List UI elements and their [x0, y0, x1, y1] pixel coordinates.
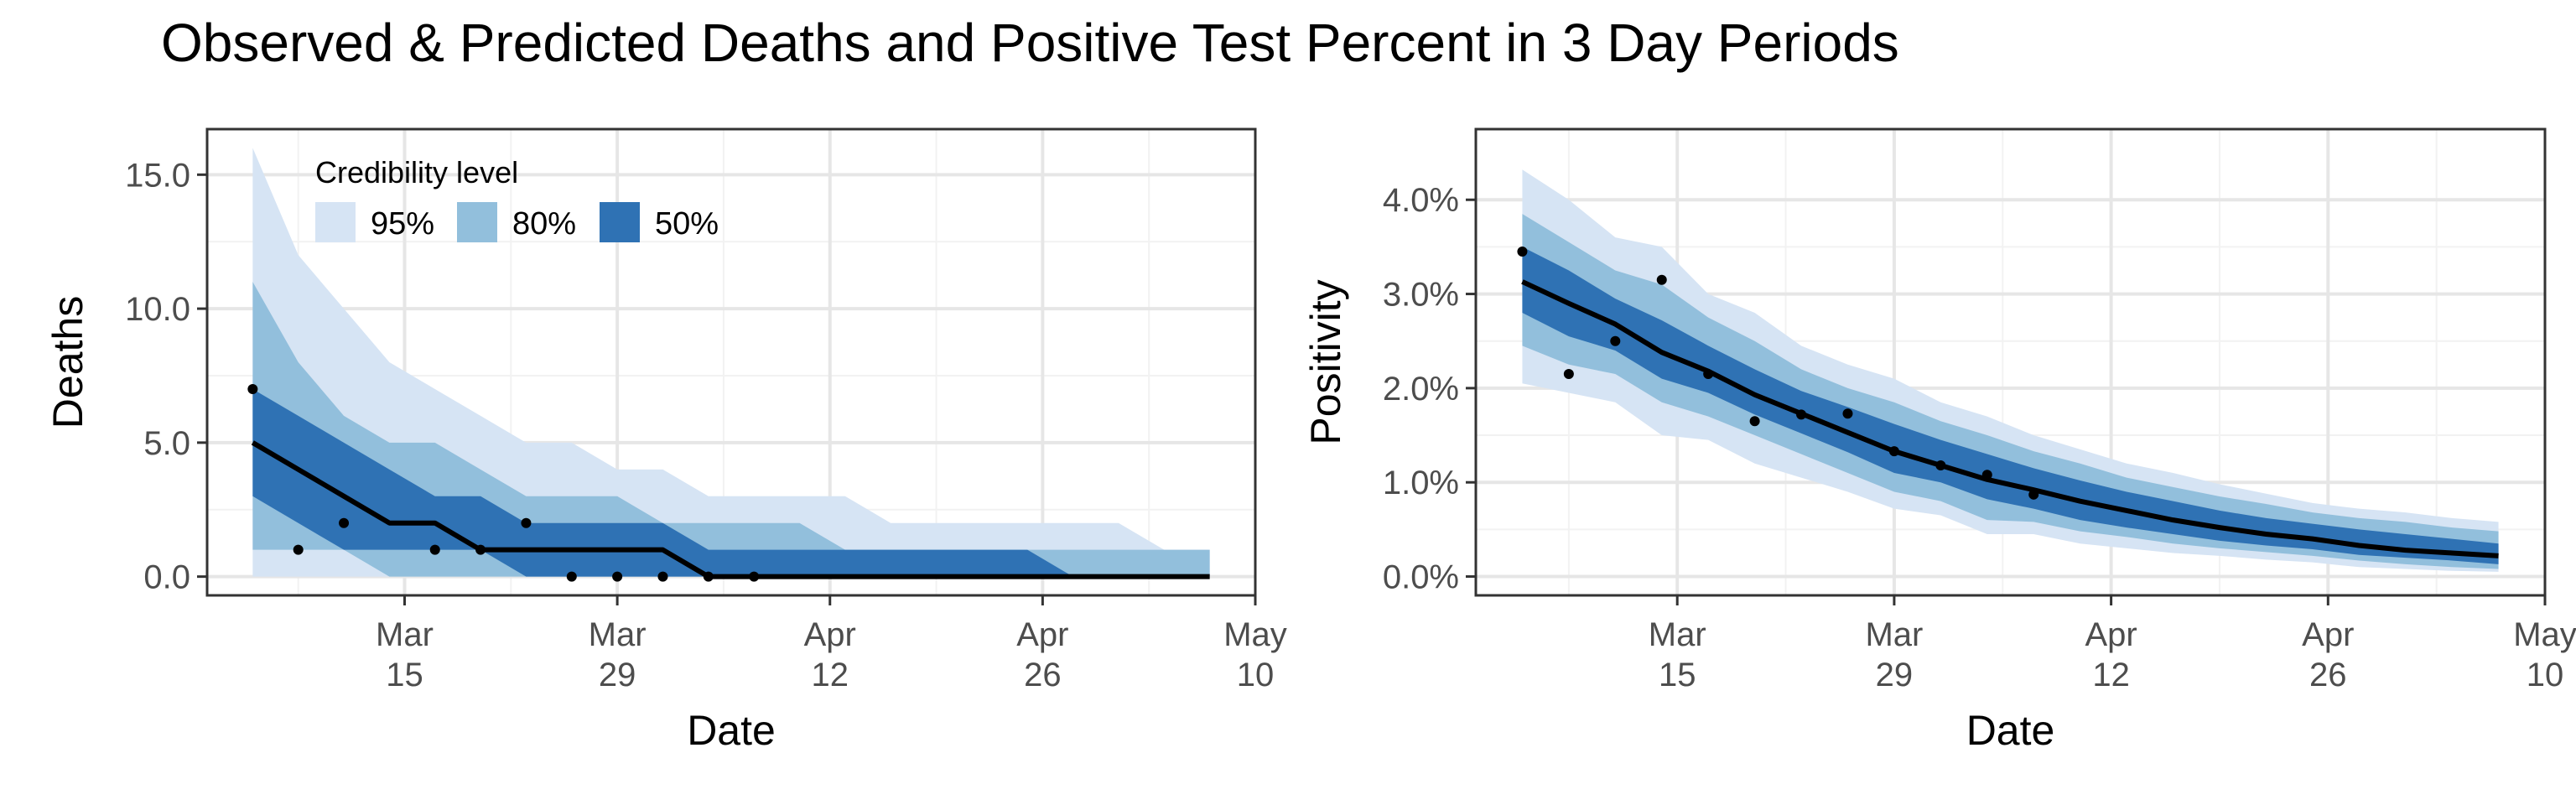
- observed-point-9: [703, 571, 714, 582]
- median-line: [251, 440, 1210, 579]
- y-tick-label: 2.0%: [1383, 371, 1459, 408]
- observed-point-4: [475, 544, 486, 555]
- panel-positivity: 0.0% 1.0% 2.0% 3.0% 4.0% Mar 15 Mar 29 Apr 12 Apr 26…: [1302, 127, 2576, 754]
- observed-point-9: [1935, 460, 1946, 470]
- observed-point-1: [1563, 369, 1574, 380]
- y-tick-label: 3.0%: [1383, 277, 1459, 314]
- y-tick-label: 4.0%: [1383, 182, 1459, 219]
- x-tick-label: May: [1223, 616, 1287, 653]
- x-tick-label: Mar: [589, 616, 647, 653]
- observed-point-5: [521, 517, 532, 528]
- band-95: [252, 148, 1210, 577]
- legend-swatch-2: [600, 202, 640, 242]
- observed-point-4: [1703, 369, 1714, 380]
- y-axis-title: Deaths: [44, 296, 91, 428]
- x-tick-label: May: [2513, 616, 2576, 653]
- observed-point-2: [339, 517, 350, 528]
- observed-point-2: [1610, 335, 1621, 346]
- x-tick-label: 26: [2309, 657, 2347, 693]
- y-tick-label: 15.0: [125, 157, 190, 194]
- legend: Credibility level 95% 80% 50%: [315, 155, 719, 242]
- observed-point-1: [293, 544, 304, 555]
- x-tick-label: 15: [1659, 657, 1696, 693]
- observed-point-3: [1656, 274, 1667, 285]
- y-axis-title: Positivity: [1302, 279, 1349, 444]
- x-tick-label: 29: [1876, 657, 1914, 693]
- page-title: Observed & Predicted Deaths and Positive…: [161, 13, 1899, 73]
- observed-point-11: [2028, 489, 2039, 500]
- y-tick-label: 0.0: [143, 559, 190, 596]
- x-tick-label: 29: [599, 657, 636, 693]
- observed-point-8: [1888, 446, 1899, 457]
- panel-border: [1474, 127, 2547, 597]
- band-50: [252, 388, 1210, 577]
- observed-point-0: [247, 383, 258, 394]
- observed-point-0: [1517, 247, 1528, 257]
- legend-label-0: 95%: [371, 206, 434, 242]
- legend-label-2: 50%: [655, 206, 719, 242]
- x-tick-label: Mar: [1649, 616, 1706, 653]
- legend-swatch-0: [315, 202, 356, 242]
- legend-label-1: 80%: [512, 206, 576, 242]
- observed-point-10: [749, 571, 760, 582]
- panel-border: [205, 127, 1257, 597]
- observed-point-10: [1981, 470, 1992, 480]
- y-tick-label: 1.0%: [1383, 465, 1459, 501]
- observed-point-8: [657, 571, 668, 582]
- observed-point-7: [1842, 408, 1853, 419]
- x-axis-title: Date: [687, 707, 776, 754]
- x-tick-label: Mar: [1865, 616, 1923, 653]
- x-axis-title: Date: [1966, 707, 2055, 754]
- y-tick-label: 0.0%: [1383, 559, 1459, 596]
- x-tick-label: Apr: [2085, 616, 2137, 653]
- x-tick-label: 12: [2092, 657, 2130, 693]
- x-tick-label: Mar: [376, 616, 434, 653]
- x-tick-label: 10: [2527, 657, 2564, 693]
- panel-deaths: 0.0 5.0 10.0 15.0 Mar 15 Mar 29 Apr 12 Apr 26 May 10 D…: [44, 127, 1287, 754]
- x-tick-label: Apr: [2302, 616, 2354, 653]
- band-50: [1522, 247, 2499, 564]
- median-line: [1521, 279, 2499, 558]
- observed-point-3: [429, 544, 440, 555]
- y-tick-label: 5.0: [143, 425, 190, 462]
- x-tick-label: Apr: [804, 616, 856, 653]
- observed-point-7: [612, 571, 623, 582]
- x-tick-label: 15: [386, 657, 423, 693]
- legend-swatch-1: [457, 202, 497, 242]
- x-tick-label: 26: [1024, 657, 1062, 693]
- y-tick-label: 10.0: [125, 291, 190, 328]
- x-tick-label: 10: [1237, 657, 1275, 693]
- x-tick-label: 12: [812, 657, 849, 693]
- observed-point-6: [566, 571, 577, 582]
- legend-title: Credibility level: [315, 155, 518, 190]
- x-tick-label: Apr: [1016, 616, 1068, 653]
- observed-point-5: [1749, 416, 1760, 427]
- observed-point-6: [1796, 409, 1807, 420]
